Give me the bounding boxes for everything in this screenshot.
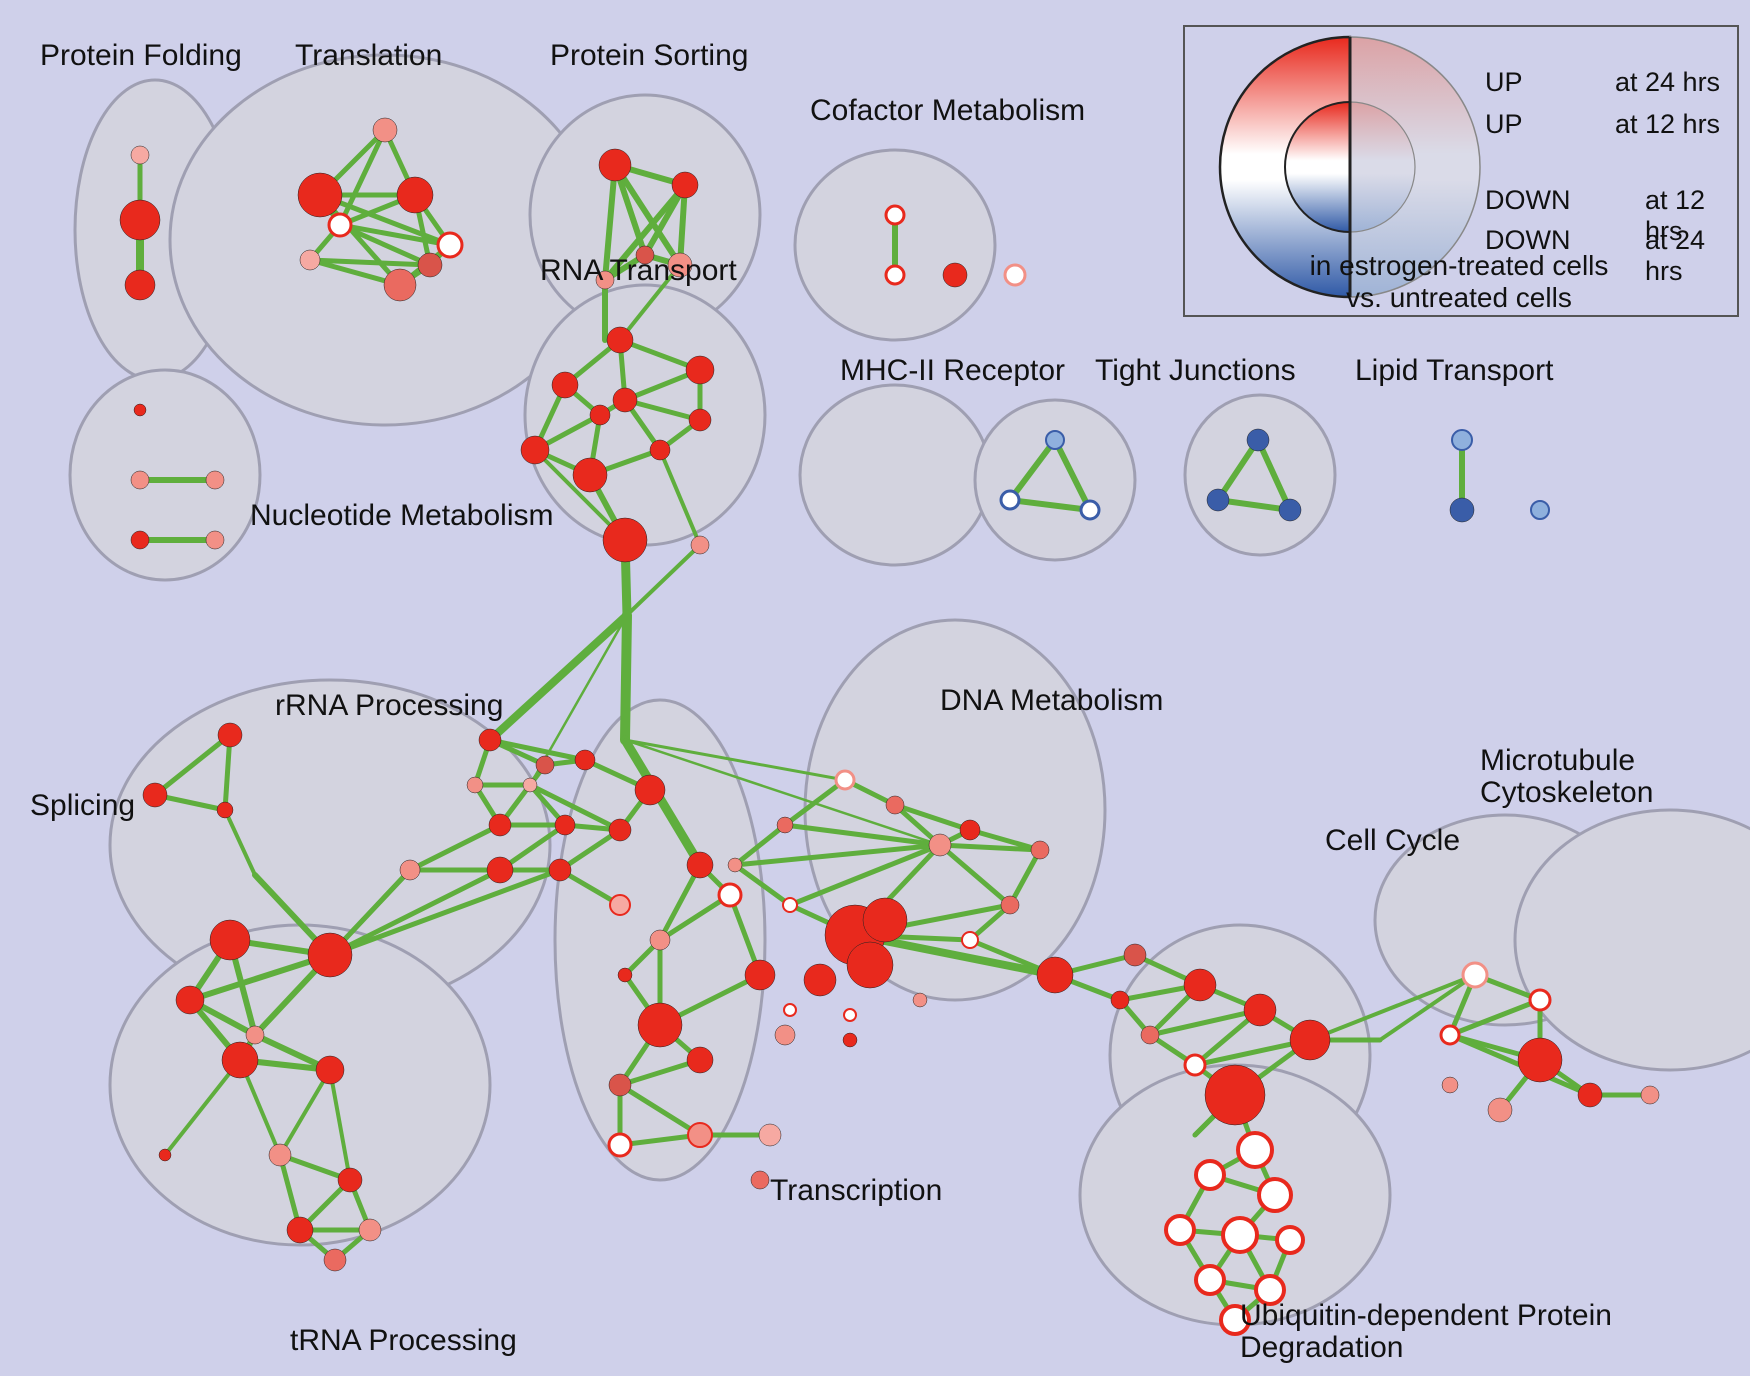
- label-tight-junctions: Tight Junctions: [1095, 355, 1296, 387]
- legend-up-12: UP: [1485, 109, 1523, 140]
- label-protein-folding: Protein Folding: [40, 40, 242, 72]
- legend-caption-line2: vs. untreated cells: [1183, 282, 1735, 314]
- label-lipid-transport: Lipid Transport: [1355, 355, 1553, 387]
- enrichment-map-canvas: Protein Folding Translation Protein Sort…: [0, 0, 1750, 1376]
- label-trna-processing: tRNA Processing: [290, 1325, 517, 1357]
- legend-caption-line1: in estrogen-treated cells: [1183, 250, 1735, 282]
- label-splicing: Splicing: [30, 790, 135, 822]
- legend-up-24: UP: [1485, 67, 1523, 98]
- label-microtubule-cytoskeleton: Microtubule Cytoskeleton: [1480, 745, 1750, 810]
- label-dna-metabolism: DNA Metabolism: [940, 685, 1163, 717]
- label-translation: Translation: [295, 40, 442, 72]
- label-ubiquitin-dependent: Ubiquitin-dependent Protein Degradation: [1240, 1300, 1750, 1365]
- label-transcription: Transcription: [770, 1175, 942, 1207]
- label-nucleotide-metabolism: Nucleotide Metabolism: [250, 500, 553, 532]
- label-rna-transport: RNA Transport: [540, 255, 737, 287]
- label-cofactor-metabolism: Cofactor Metabolism: [810, 95, 1085, 127]
- label-protein-sorting: Protein Sorting: [550, 40, 748, 72]
- label-mhc-ii-receptor: MHC-II Receptor: [840, 355, 1065, 387]
- legend-up-12-time: at 12 hrs: [1615, 109, 1720, 140]
- label-rrna-processing: rRNA Processing: [275, 690, 503, 722]
- label-cell-cycle: Cell Cycle: [1325, 825, 1460, 857]
- legend-down-12: DOWN: [1485, 185, 1570, 216]
- legend-up-24-time: at 24 hrs: [1615, 67, 1720, 98]
